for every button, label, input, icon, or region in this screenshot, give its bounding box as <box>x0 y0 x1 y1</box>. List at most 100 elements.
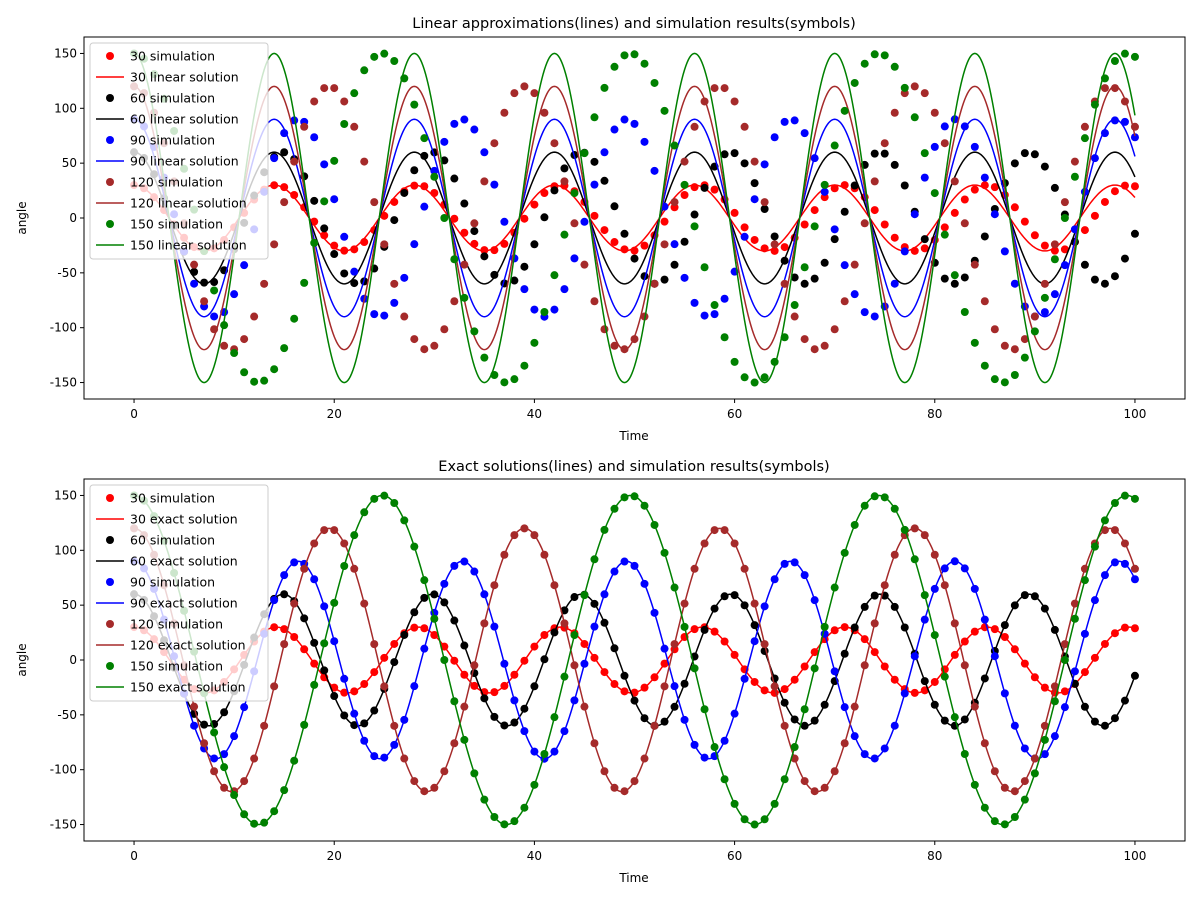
simulation-point-90 <box>1060 261 1069 270</box>
simulation-point-120 <box>1010 787 1019 796</box>
simulation-point-90 <box>810 154 819 163</box>
simulation-point-30 <box>600 226 609 235</box>
simulation-point-120 <box>1020 777 1029 786</box>
simulation-point-150 <box>540 308 549 316</box>
simulation-point-60 <box>360 719 369 728</box>
linear-approximation-chart: 0 20 40 60 80 100 -150 -100 -50 0 50 100 150 Linear… <box>15 16 1186 443</box>
simulation-point-60 <box>540 213 549 222</box>
simulation-point-90 <box>210 312 219 321</box>
simulation-point-90 <box>1100 129 1109 138</box>
simulation-point-120 <box>380 240 389 249</box>
simulation-point-90 <box>630 119 639 128</box>
simulation-point-90 <box>400 273 409 282</box>
simulation-point-90 <box>930 584 939 593</box>
simulation-point-30 <box>1000 632 1009 641</box>
simulation-point-120 <box>660 240 669 249</box>
simulation-point-30 <box>490 246 499 255</box>
simulation-point-90 <box>870 754 879 763</box>
simulation-point-150 <box>370 52 379 61</box>
simulation-point-30 <box>1100 639 1109 648</box>
simulation-point-120 <box>240 335 249 344</box>
simulation-point-120 <box>540 550 549 559</box>
simulation-point-60 <box>820 258 829 267</box>
simulation-point-30 <box>430 189 439 197</box>
simulation-point-150 <box>680 622 689 631</box>
simulation-point-150 <box>360 66 369 75</box>
simulation-point-150 <box>520 361 529 370</box>
simulation-point-60 <box>280 148 289 157</box>
simulation-point-120 <box>700 97 709 106</box>
simulation-point-30 <box>840 181 849 190</box>
legend-label-line-120: 120 linear solution <box>130 196 247 211</box>
simulation-point-150 <box>300 720 309 729</box>
simulation-point-150 <box>210 286 219 295</box>
simulation-point-150 <box>940 672 949 681</box>
simulation-point-60 <box>930 700 939 709</box>
simulation-point-30 <box>940 223 949 232</box>
simulation-point-120 <box>490 581 499 590</box>
simulation-point-60 <box>940 274 949 283</box>
simulation-point-90 <box>220 750 229 759</box>
simulation-point-60 <box>800 721 809 730</box>
simulation-point-60 <box>330 692 339 701</box>
simulation-point-60 <box>630 696 639 705</box>
simulation-point-30 <box>710 627 719 636</box>
simulation-point-30 <box>1030 673 1039 682</box>
simulation-point-120 <box>880 139 889 148</box>
simulation-point-30 <box>980 181 989 190</box>
simulation-point-60 <box>870 149 879 158</box>
simulation-point-150 <box>1020 795 1029 804</box>
simulation-point-150 <box>800 263 809 272</box>
simulation-point-30 <box>520 656 529 665</box>
simulation-point-150 <box>260 376 269 385</box>
simulation-point-90 <box>490 622 499 631</box>
simulation-point-60 <box>980 674 989 683</box>
simulation-point-90 <box>290 558 299 567</box>
simulation-point-90 <box>210 754 219 763</box>
simulation-point-120 <box>470 661 479 670</box>
simulation-point-60 <box>660 275 669 284</box>
simulation-point-60 <box>540 655 549 664</box>
linear-chart-legend: 30 simulation 30 linear solution 60 simula… <box>89 42 269 260</box>
simulation-point-90 <box>310 133 319 142</box>
simulation-point-150 <box>1000 378 1009 387</box>
simulation-point-120 <box>360 599 369 608</box>
simulation-point-150 <box>940 230 949 239</box>
simulation-point-150 <box>1110 57 1119 65</box>
simulation-point-90 <box>650 608 659 617</box>
simulation-point-120 <box>910 524 919 533</box>
simulation-point-120 <box>1060 640 1069 649</box>
simulation-point-150 <box>340 562 349 570</box>
simulation-point-60 <box>770 232 779 241</box>
simulation-point-60 <box>340 269 349 278</box>
simulation-point-150 <box>840 548 849 557</box>
legend-label-line-60: 60 exact solution <box>130 554 238 569</box>
simulation-point-60 <box>500 721 509 730</box>
simulation-point-30 <box>830 184 839 193</box>
simulation-point-150 <box>1020 353 1029 362</box>
simulation-point-150 <box>560 230 569 239</box>
simulation-point-30 <box>1090 211 1099 220</box>
simulation-point-120 <box>690 564 699 573</box>
simulation-point-60 <box>280 590 289 599</box>
simulation-point-150 <box>490 813 499 821</box>
exact-chart-x-ticks: 0 20 40 60 80 100 <box>130 841 1146 863</box>
simulation-point-120 <box>720 84 729 93</box>
simulation-point-150 <box>430 172 439 181</box>
simulation-point-90 <box>980 173 989 182</box>
simulation-point-120 <box>930 108 939 117</box>
simulation-point-60 <box>400 188 409 197</box>
simulation-point-150 <box>400 74 409 83</box>
simulation-point-60 <box>460 641 469 650</box>
simulation-point-120 <box>460 260 469 269</box>
simulation-point-120 <box>970 702 979 711</box>
simulation-point-90 <box>850 732 859 741</box>
simulation-point-120 <box>1020 335 1029 344</box>
simulation-point-150 <box>710 301 719 310</box>
legend-marker-90 <box>106 578 114 586</box>
simulation-point-30 <box>270 181 279 190</box>
simulation-point-90 <box>240 261 249 270</box>
simulation-point-120 <box>420 345 429 354</box>
simulation-point-60 <box>190 267 199 276</box>
simulation-point-90 <box>950 557 959 566</box>
